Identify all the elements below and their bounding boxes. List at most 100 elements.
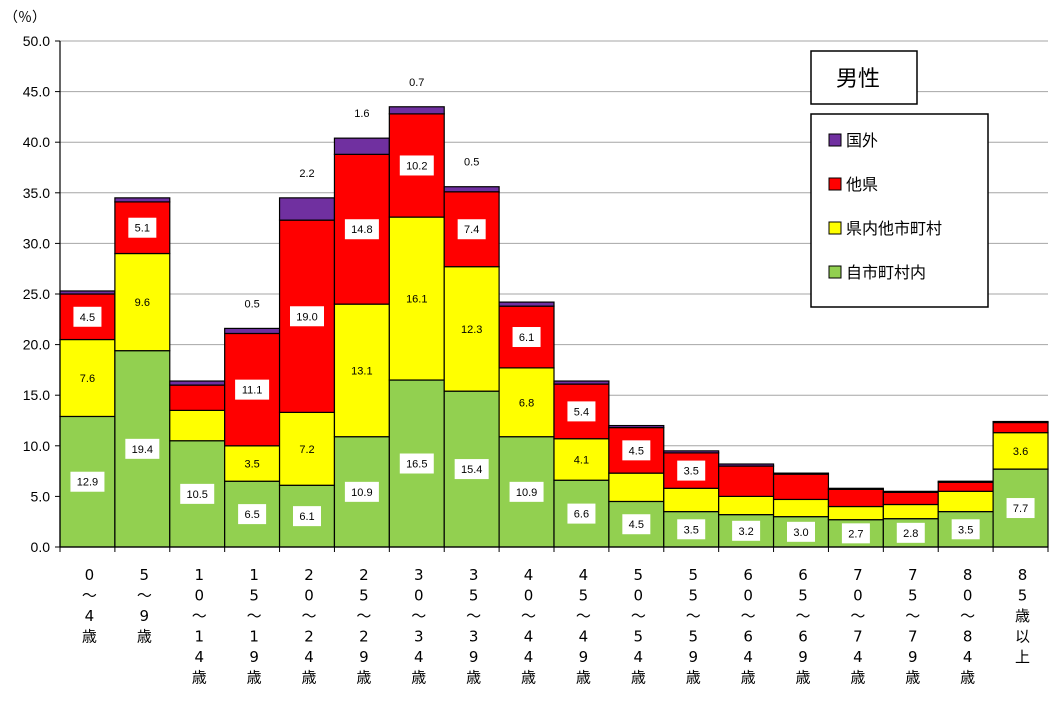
legend-swatch [828,177,842,191]
x-category-label: 1 [194,566,204,584]
bar-segment [224,445,281,482]
y-tick-label: 40.0 [23,134,50,150]
x-category-label: 0 [85,566,95,584]
data-label: 2.7 [848,528,863,540]
data-label: 10.9 [516,487,537,499]
bar-segment [333,137,390,155]
x-category-label: 0 [414,587,424,605]
x-category-label: 0 [963,587,973,605]
data-label: 7.6 [80,373,95,385]
x-category-label: ～ [795,607,810,625]
data-label-box [125,438,160,459]
legend-label: 自市町村内 [846,263,926,282]
data-label: 5.1 [135,223,150,235]
data-label-box [73,306,102,327]
data-label: 15.4 [461,464,482,476]
x-category-label: 8 [1018,566,1028,584]
bar-segment [59,290,116,295]
data-label: 10.9 [351,487,372,499]
data-label-box [622,514,651,535]
data-label: 3.6 [1013,446,1028,458]
x-category-label: 4 [743,648,753,666]
y-tick-labels: 0.0 5.0 10.0 15.0 20.0 25.0 30.0 35.0 40.0 45.0 50… [23,33,60,555]
data-label-box [344,481,379,502]
x-category-label: 4 [414,648,424,666]
x-category-label: 5 [140,566,150,584]
data-label-box [787,521,815,542]
x-category-label: 0 [853,587,863,605]
data-labels: 12.9 7.6 4.5 19.4 9.6 5.1 10.5 6.5 3.5 11.1 0.5 6.1… [70,77,1035,544]
legend-label: 県内他市町村 [846,219,942,238]
bar-segment [553,380,610,385]
data-label-box [399,453,434,474]
x-category-label: 9 [469,648,479,666]
x-category-label: ～ [686,607,701,625]
data-label: 3.5 [244,459,259,471]
data-label-box [509,481,544,502]
data-label: 3.2 [738,526,753,538]
x-category-label: 9 [140,607,150,625]
x-category-label: ～ [137,587,152,605]
x-category-label: 9 [579,648,589,666]
bar-segment [827,487,884,490]
data-label: 11.1 [242,385,263,397]
bar-segment [827,488,884,508]
x-category-label: 歳 [631,669,646,687]
x-category-labels: 0 ～ 4 歳 5 ～ 9 歳 1 0 ～ 1 4 歳 1 5 ～ 1 9 歳 2 0 ～ 2 4 歳 2 5 ～ 2 9 歳 3 0 ～ 3 4 歳 3 5… [82,566,1030,687]
x-category-label: 5 [359,587,369,605]
data-label: 2.2 [299,168,314,180]
x-category-label: 4 [524,648,534,666]
y-unit-label: （％） [4,9,46,25]
bar-segment [169,409,226,442]
bar-segment [882,503,939,520]
x-category-label: 1 [249,566,259,584]
x-category-label: 歳 [82,628,97,646]
bar-segment [718,463,775,467]
y-tick-label: 50.0 [23,33,50,49]
data-label: 6.5 [244,509,259,521]
legend-title-box [810,50,918,105]
data-label-box [951,519,980,540]
x-category-label: ～ [741,607,756,625]
bar-segment [992,432,1049,470]
x-category-label: 3 [469,628,479,646]
x-category-label: 4 [85,607,95,625]
x-category-label: 5 [579,587,589,605]
data-label: 12.3 [461,324,482,336]
x-category-label: 0 [743,587,753,605]
y-tick-label: 30.0 [23,235,50,251]
y-tick-label: 45.0 [23,84,50,100]
x-category-label: ～ [466,607,481,625]
data-label: 4.5 [629,445,644,457]
data-label-box [567,401,596,422]
x-category-label: 8 [963,628,973,646]
data-label: 6.1 [519,332,534,344]
x-category-label: 0 [524,587,534,605]
x-category-label: 6 [743,566,753,584]
data-label-box [293,506,321,527]
y-tick-label: 15.0 [23,387,50,403]
data-label-box [454,459,489,480]
x-category-label: ～ [631,607,646,625]
x-category-label: 6 [798,566,808,584]
data-label: 3.5 [684,466,699,478]
bar-segment [772,498,830,518]
x-category-label: 5 [688,628,698,646]
x-category-label: 0 [304,587,314,605]
data-label-box [512,327,541,348]
x-category-label: 0 [634,587,644,605]
x-category-label: 4 [194,648,204,666]
data-label-box [841,523,870,544]
x-category-label: 歳 [576,669,591,687]
bar-segment [937,480,994,483]
data-label: 12.9 [77,477,98,489]
x-category-label: 歳 [960,669,975,687]
bar-segment [278,197,336,221]
data-label: 0.5 [244,298,259,310]
x-category-label: 7 [908,628,918,646]
data-label: 6.1 [299,511,314,523]
data-label-box [399,155,434,176]
bar-segment [498,301,555,307]
